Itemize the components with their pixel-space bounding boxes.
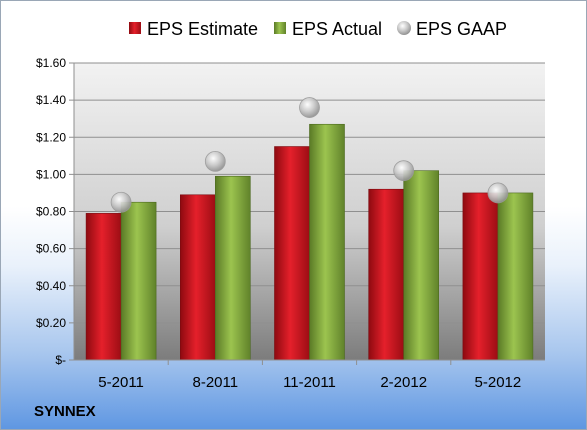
marker-eps-gaap bbox=[393, 160, 415, 182]
bar-eps-estimate bbox=[462, 192, 499, 361]
bar-eps-estimate bbox=[274, 146, 310, 361]
y-tick-label: $0.20 bbox=[36, 316, 66, 330]
x-axis: 5-2011 8-2011 11-2011 2-2012 5-2012 bbox=[74, 359, 545, 391]
x-tick-label: 5-2012 bbox=[475, 374, 522, 391]
marker-eps-gaap bbox=[487, 182, 509, 204]
bar-eps-estimate bbox=[180, 194, 216, 361]
legend-label-estimate: EPS Estimate bbox=[147, 19, 258, 39]
legend-label-gaap: EPS GAAP bbox=[416, 19, 507, 39]
legend-swatch-gaap bbox=[397, 21, 411, 35]
y-tick-label: $0.60 bbox=[36, 242, 66, 256]
y-tick-label: $1.60 bbox=[36, 56, 66, 70]
legend-swatch-estimate bbox=[129, 22, 141, 34]
y-tick-label: $1.20 bbox=[36, 130, 66, 144]
x-tick-label: 2-2012 bbox=[380, 374, 427, 391]
y-tick-label: $1.40 bbox=[36, 93, 66, 107]
bar-eps-actual bbox=[215, 175, 251, 361]
marker-eps-gaap bbox=[299, 97, 320, 118]
y-tick-label: $0.40 bbox=[36, 279, 66, 293]
bar-eps-actual bbox=[120, 201, 157, 361]
y-tick-label: $- bbox=[55, 353, 66, 367]
legend-label-actual: EPS Actual bbox=[292, 19, 382, 39]
bar-eps-actual bbox=[309, 123, 345, 361]
bars bbox=[85, 123, 534, 361]
legend: EPS Estimate EPS Actual EPS GAAP bbox=[129, 19, 507, 39]
x-tick-label: 11-2011 bbox=[283, 374, 336, 391]
y-tick-label: $0.80 bbox=[36, 205, 66, 219]
x-tick-label: 8-2011 bbox=[193, 374, 239, 391]
bar-eps-actual bbox=[497, 192, 534, 361]
marker-eps-gaap bbox=[110, 191, 132, 213]
marker-eps-gaap bbox=[204, 150, 226, 172]
legend-swatch-actual bbox=[274, 22, 286, 34]
y-tick-label: $1.00 bbox=[36, 167, 66, 181]
bar-eps-actual bbox=[403, 170, 440, 361]
x-tick-label: 5-2011 bbox=[98, 374, 144, 391]
company-name: SYNNEX bbox=[34, 403, 96, 420]
gaap-markers bbox=[110, 97, 509, 213]
bar-eps-estimate bbox=[368, 188, 405, 361]
bar-eps-estimate bbox=[85, 213, 122, 361]
y-axis: $- $0.20 $0.40 $0.60 $0.80 $1.00 $1.20 $1.40 $1.… bbox=[36, 56, 75, 367]
